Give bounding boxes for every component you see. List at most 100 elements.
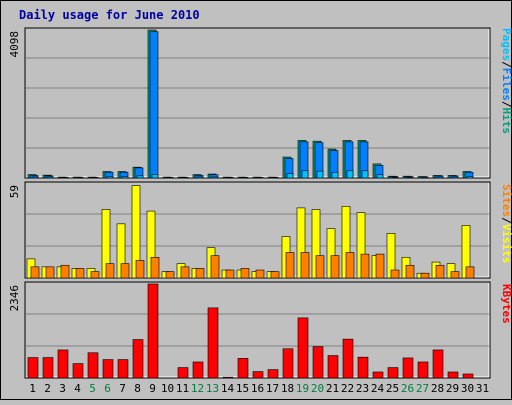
bar-kbytes bbox=[58, 350, 68, 378]
bar-pages bbox=[122, 177, 128, 178]
bar-pages bbox=[302, 171, 308, 178]
x-label-day: 12 bbox=[191, 382, 204, 395]
bar-kbytes bbox=[223, 377, 233, 378]
bar-kbytes bbox=[178, 368, 188, 378]
bar-pages bbox=[422, 177, 428, 178]
bar-sites bbox=[331, 256, 339, 278]
bar-sites bbox=[226, 270, 234, 278]
bar-pages bbox=[47, 177, 53, 178]
x-label-day: 20 bbox=[311, 382, 324, 395]
bar-sites bbox=[166, 272, 174, 278]
x-label-day: 18 bbox=[281, 382, 294, 395]
x-label-day: 30 bbox=[461, 382, 474, 395]
bar-kbytes bbox=[148, 284, 158, 378]
bar-kbytes bbox=[118, 360, 128, 378]
x-label-day: 16 bbox=[251, 382, 264, 395]
y-max-label: 59 bbox=[8, 185, 21, 198]
bar-kbytes bbox=[343, 339, 353, 378]
x-label-day: 17 bbox=[266, 382, 279, 395]
bar-kbytes bbox=[403, 358, 413, 378]
x-label-day: 25 bbox=[386, 382, 399, 395]
x-label-day: 19 bbox=[296, 382, 309, 395]
bar-pages bbox=[392, 177, 398, 178]
bar-sites bbox=[31, 267, 39, 278]
x-label-day: 4 bbox=[74, 382, 81, 395]
bar-sites bbox=[346, 253, 354, 278]
bar-pages bbox=[467, 177, 473, 178]
bar-kbytes bbox=[28, 358, 38, 378]
bar-kbytes bbox=[298, 318, 308, 378]
x-label-day: 28 bbox=[431, 382, 444, 395]
legend-visits: Sites/Visits bbox=[500, 184, 512, 264]
legend-entry: Sites bbox=[500, 184, 512, 217]
bar-sites bbox=[76, 268, 84, 278]
bar-pages bbox=[212, 177, 218, 178]
bar-pages bbox=[407, 177, 413, 178]
bar-sites bbox=[211, 256, 219, 278]
bar-kbytes bbox=[268, 370, 278, 378]
x-label-day: 31 bbox=[476, 382, 489, 395]
bar-sites bbox=[286, 253, 294, 278]
legend-kbytes: KBytes bbox=[500, 284, 512, 324]
x-label-day: 11 bbox=[176, 382, 189, 395]
bar-kbytes bbox=[103, 360, 113, 378]
bar-sites bbox=[136, 260, 144, 278]
panel-visits: 59 Sites/Visits bbox=[8, 182, 512, 278]
legend-entry: Visits bbox=[500, 224, 512, 264]
bar-pages bbox=[107, 177, 113, 178]
bar-pages bbox=[287, 174, 293, 178]
bar-kbytes bbox=[283, 349, 293, 378]
bar-pages bbox=[32, 177, 38, 178]
bar-sites bbox=[391, 270, 399, 278]
bar-files bbox=[150, 32, 158, 178]
x-label-day: 1 bbox=[29, 382, 36, 395]
x-label-day: 29 bbox=[446, 382, 459, 395]
panel-frame bbox=[25, 28, 490, 178]
bar-kbytes bbox=[418, 362, 428, 378]
bar-sites bbox=[421, 273, 429, 278]
bar-sites bbox=[376, 254, 384, 278]
chart-title: Daily usage for June 2010 bbox=[19, 8, 200, 22]
bar-kbytes bbox=[43, 358, 53, 378]
y-max-label: 4098 bbox=[8, 31, 21, 58]
x-label-day: 24 bbox=[371, 382, 385, 395]
x-label-day: 27 bbox=[416, 382, 429, 395]
bar-pages bbox=[362, 171, 368, 178]
x-label-day: 2 bbox=[44, 382, 51, 395]
legend-entry: Pages bbox=[500, 28, 512, 61]
bar-sites bbox=[61, 265, 69, 278]
bar-sites bbox=[91, 272, 99, 278]
x-label-day: 6 bbox=[104, 382, 111, 395]
x-label-day: 23 bbox=[356, 382, 369, 395]
bar-kbytes bbox=[133, 340, 143, 378]
bar-kbytes bbox=[208, 308, 218, 378]
bar-kbytes bbox=[73, 364, 83, 378]
bar-pages bbox=[452, 177, 458, 178]
bar-pages bbox=[317, 171, 323, 178]
bar-pages bbox=[137, 176, 143, 178]
x-label-day: 5 bbox=[89, 382, 96, 395]
bar-sites bbox=[241, 268, 249, 278]
bar-sites bbox=[271, 272, 279, 278]
bar-pages bbox=[332, 172, 338, 178]
x-label-day: 10 bbox=[161, 382, 174, 395]
x-label-day: 8 bbox=[134, 382, 141, 395]
legend-entry: KBytes bbox=[500, 284, 512, 324]
x-label-day: 14 bbox=[221, 382, 235, 395]
bar-sites bbox=[436, 265, 444, 278]
legend-entry: Hits bbox=[500, 108, 512, 135]
x-label-day: 3 bbox=[59, 382, 66, 395]
legend-hits: Pages/Files/Hits bbox=[500, 28, 512, 134]
bar-kbytes bbox=[328, 356, 338, 378]
bar-pages bbox=[377, 175, 383, 178]
x-label-day: 7 bbox=[119, 382, 126, 395]
bar-kbytes bbox=[388, 368, 398, 378]
bar-kbytes bbox=[253, 372, 263, 378]
x-label-day: 15 bbox=[236, 382, 249, 395]
panel-hits: 4098 Pages/Files/Hits bbox=[8, 28, 512, 178]
